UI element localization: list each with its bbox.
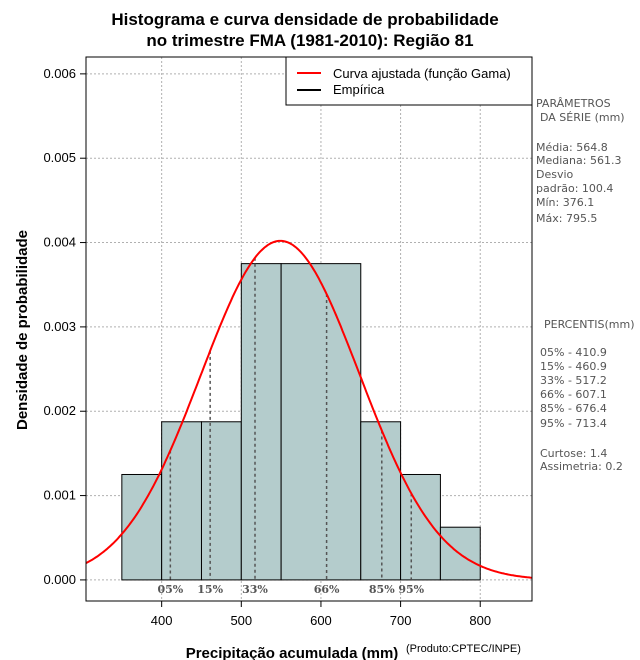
param-mediana: Mediana: 561.3 <box>536 154 621 167</box>
percentil-66: 66% - 607.1 <box>540 388 607 401</box>
assimetria: Assimetria: 0.2 <box>540 460 623 473</box>
histogram-bar-4 <box>280 263 362 581</box>
y-tick-label-6: 0.006 <box>43 66 76 81</box>
percentile-label-66%: 66% <box>314 583 340 596</box>
percentis-heading: PERCENTIS(mm) <box>544 318 635 331</box>
percentile-label-05%: 05% <box>157 583 183 596</box>
params-heading-1: PARÂMETROS <box>536 97 611 110</box>
percentile-lines <box>169 257 413 580</box>
legend: Curva ajustada (função Gama) Empírica <box>285 56 533 106</box>
histogram-bars <box>121 263 481 581</box>
param-desvio-1: Desvio <box>536 168 574 181</box>
param-desvio-2: padrão: 100.4 <box>536 182 613 195</box>
percentil-15: 15% - 460.9 <box>540 360 607 373</box>
params-heading-2: DA SÉRIE (mm) <box>540 111 625 124</box>
x-tick-label-2: 600 <box>310 613 332 628</box>
chart-title-line1: Histograma e curva densidade de probabil… <box>111 10 498 29</box>
x-axis-title: Precipitação acumulada (mm) <box>186 645 399 660</box>
histogram-bar-2 <box>200 421 242 581</box>
series-parameters-panel: PARÂMETROS DA SÉRIE (mm) Média: 564.8 Me… <box>536 97 625 225</box>
credit-text: (Produto:CPTEC/INPE) <box>406 643 521 655</box>
x-axis-ticks: 400 500 600 700 800 <box>151 601 491 628</box>
percentil-95: 95% - 713.4 <box>540 417 607 430</box>
percentile-label-85%: 85% <box>369 583 395 596</box>
curtose: Curtose: 1.4 <box>540 447 607 460</box>
percentil-85: 85% - 676.4 <box>540 402 607 415</box>
param-media: Média: 564.8 <box>536 141 608 154</box>
percentile-labels: 05% 15% 33% 66% 85% 95% <box>157 583 424 596</box>
percentile-label-33%: 33% <box>242 583 268 596</box>
y-tick-label-5: 0.005 <box>43 150 76 165</box>
percentile-label-95%: 95% <box>398 583 424 596</box>
y-tick-label-2: 0.002 <box>43 403 76 418</box>
legend-label-curve: Curva ajustada (função Gama) <box>333 66 511 81</box>
x-tick-label-0: 400 <box>151 613 173 628</box>
legend-label-empirical: Empírica <box>333 82 385 97</box>
percentil-05: 05% - 410.9 <box>540 346 607 359</box>
percentil-33: 33% - 517.2 <box>540 374 607 387</box>
param-max: Máx: 795.5 <box>536 212 597 225</box>
percentiles-panel: PERCENTIS(mm) 05% - 410.9 15% - 460.9 33… <box>540 318 635 473</box>
y-tick-label-4: 0.004 <box>43 235 76 250</box>
fitted-curve <box>85 239 533 579</box>
y-tick-label-3: 0.003 <box>43 319 76 334</box>
y-tick-label-0: 0.000 <box>43 572 76 587</box>
fitted-gamma-curve <box>85 239 533 579</box>
x-tick-label-4: 800 <box>469 613 491 628</box>
y-tick-label-1: 0.001 <box>43 488 76 503</box>
histogram-bar-3 <box>240 263 282 581</box>
histogram-bar-1 <box>161 421 202 581</box>
param-min: Mín: 376.1 <box>536 196 594 209</box>
x-tick-label-1: 500 <box>230 613 252 628</box>
percentile-label-15%: 15% <box>197 583 223 596</box>
legend-box <box>285 56 533 106</box>
histogram-bar-5 <box>360 421 402 581</box>
chart-title-line2: no trimestre FMA (1981-2010): Região 81 <box>146 31 473 50</box>
y-axis-ticks: 0.000 0.001 0.002 0.003 0.004 0.005 0.006 <box>43 66 86 587</box>
y-axis-title: Densidade de probabilidade <box>14 230 31 430</box>
x-tick-label-3: 700 <box>390 613 412 628</box>
